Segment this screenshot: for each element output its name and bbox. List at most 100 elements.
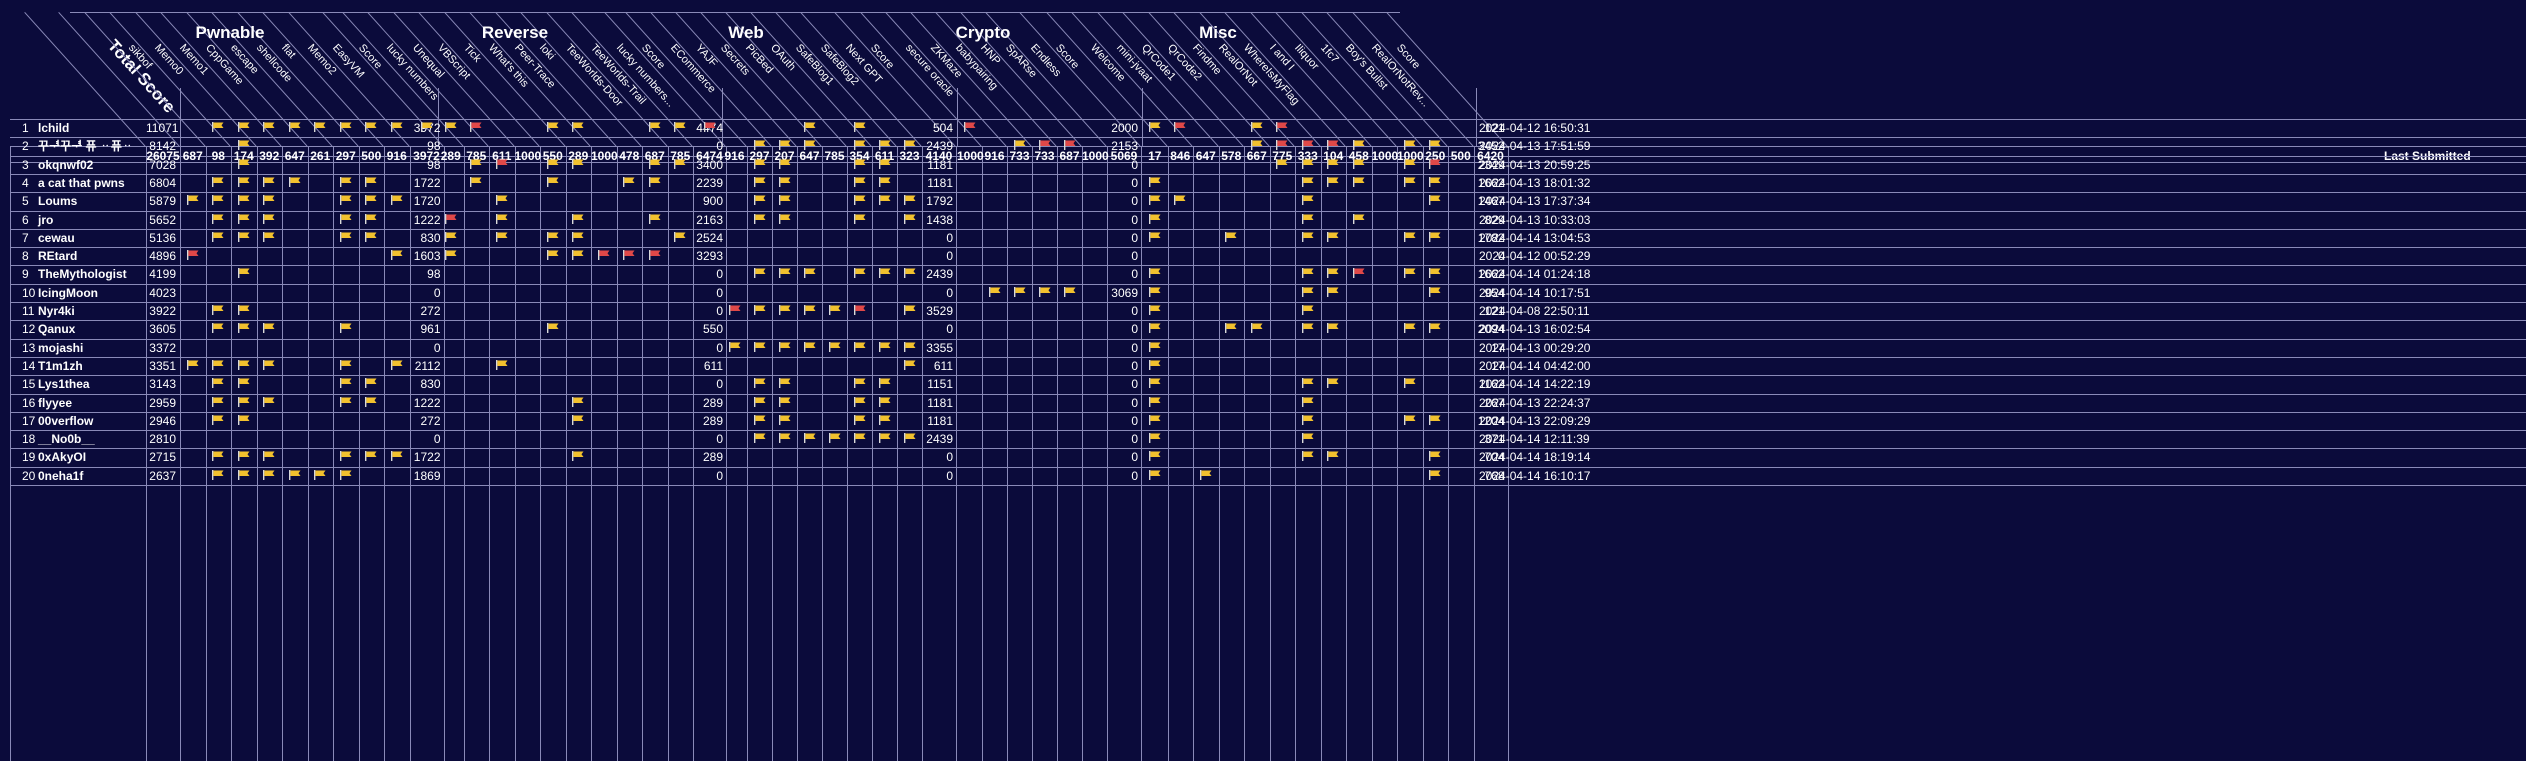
column-separator [464, 146, 465, 761]
solved-flag-icon [1302, 305, 1314, 315]
team-name[interactable]: 꾸ᅾ꾸ᅾ 퓨 ᆢ퓨ᆢ [38, 139, 133, 153]
team-name[interactable]: IcingMoon [38, 286, 98, 300]
challenge-points: 323 [899, 149, 920, 163]
column-separator [1508, 146, 1509, 761]
group-title-misc: Misc [1199, 23, 1237, 42]
group-separator [957, 88, 958, 146]
last-submitted: 2024-04-13 16:02:54 [1479, 322, 1591, 336]
solved-flag-icon [754, 397, 766, 407]
solved-flag-icon [1302, 451, 1314, 461]
team-name[interactable]: Loums [38, 194, 78, 208]
group-score: 0 [1131, 322, 1138, 336]
solved-flag-icon [879, 140, 891, 150]
solved-flag-icon [879, 378, 891, 388]
solved-flag-icon [391, 250, 403, 260]
solved-flag-icon [340, 232, 352, 242]
group-score: 3293 [696, 249, 723, 263]
group-score: 0 [946, 322, 953, 336]
solved-flag-icon [289, 177, 301, 187]
team-name[interactable]: REtard [38, 249, 78, 263]
solved-flag-icon [212, 415, 224, 425]
last-submitted: 2024-04-14 04:42:00 [1479, 359, 1591, 373]
solved-flag-icon [904, 214, 916, 224]
solved-flag-icon [1429, 140, 1441, 150]
solved-flag-icon [854, 415, 866, 425]
last-submitted: 2024-04-13 17:51:59 [1479, 139, 1591, 153]
solved-flag-icon [1149, 415, 1161, 425]
solved-flag-icon [1149, 470, 1161, 480]
team-name[interactable]: 00verflow [38, 414, 94, 428]
solved-flag-icon [1429, 177, 1441, 187]
team-total: 3922 [149, 304, 176, 318]
team-total: 3351 [149, 359, 176, 373]
column-separator [1007, 146, 1008, 761]
team-total: 5879 [149, 194, 176, 208]
team-name[interactable]: cewau [38, 231, 75, 245]
solved-flag-icon [187, 195, 199, 205]
solved-flag-icon [649, 122, 661, 132]
group-score: 98 [427, 158, 441, 172]
solved-flag-icon [1302, 177, 1314, 187]
group-separator [180, 88, 181, 146]
solved-flag-icon [340, 360, 352, 370]
group-score: 0 [716, 469, 723, 483]
team-name[interactable]: flyyee [38, 396, 73, 410]
group-score: 961 [420, 322, 441, 336]
solved-flag-icon [854, 177, 866, 187]
team-name[interactable]: 0neha1f [38, 469, 84, 483]
column-separator [872, 146, 873, 761]
solved-flag-icon [754, 433, 766, 443]
solved-flag-icon [238, 122, 250, 132]
group-score: 1438 [926, 213, 953, 227]
solved-flag-icon [1302, 214, 1314, 224]
challenge-points: 647 [799, 149, 820, 163]
row-separator [10, 265, 2526, 266]
row-separator [10, 430, 2526, 431]
solved-flag-icon [1276, 159, 1288, 169]
group-score: 0 [716, 286, 723, 300]
challenge-points: 687 [1059, 149, 1080, 163]
first-blood-flag-icon [623, 250, 635, 260]
team-name[interactable]: okqnwf02 [38, 158, 94, 172]
team-name[interactable]: mojashi [38, 341, 84, 355]
challenge-points: 17 [1148, 149, 1162, 163]
team-name[interactable]: 0xAkyOI [38, 450, 87, 464]
group-score: 3400 [696, 158, 723, 172]
solved-flag-icon [1302, 415, 1314, 425]
solved-flag-icon [1039, 287, 1051, 297]
team-name[interactable]: lchild [38, 121, 70, 135]
group-score: 611 [703, 359, 723, 373]
team-name[interactable]: jro [38, 213, 54, 227]
solved-flag-icon [1302, 433, 1314, 443]
solved-flag-icon [263, 323, 275, 333]
solved-flag-icon [340, 177, 352, 187]
row-separator [10, 375, 2526, 376]
solved-flag-icon [674, 159, 686, 169]
team-name[interactable]: Lys1thea [38, 377, 90, 391]
first-blood-flag-icon [1353, 268, 1365, 278]
solved-flag-icon [1149, 195, 1161, 205]
group-score: 1181 [927, 396, 953, 410]
rank-cell: 3 [22, 158, 29, 172]
challenge-header: loki [537, 42, 558, 63]
row-separator [10, 448, 2526, 449]
team-name[interactable]: Qanux [38, 322, 76, 336]
group-score: 1722 [413, 450, 441, 464]
group-title-crypto: Crypto [955, 23, 1011, 42]
team-name[interactable]: T1m1zh [38, 359, 83, 373]
solved-flag-icon [238, 378, 250, 388]
solved-flag-icon [1429, 268, 1441, 278]
rank-cell: 7 [22, 231, 29, 245]
team-total: 3372 [149, 341, 176, 355]
solved-flag-icon [547, 177, 559, 187]
group-score: 2000 [1111, 121, 1138, 135]
team-name[interactable]: Nyr4ki [38, 304, 75, 318]
solved-flag-icon [263, 177, 275, 187]
team-name[interactable]: __No0b__ [38, 432, 95, 446]
group-score: 371 [1484, 432, 1505, 446]
solved-flag-icon [1353, 177, 1365, 187]
last-submitted: 2024-04-08 22:50:11 [1479, 304, 1590, 318]
team-name[interactable]: a cat that pwns [38, 176, 125, 190]
solved-flag-icon [904, 360, 916, 370]
team-name[interactable]: TheMythologist [38, 267, 127, 281]
